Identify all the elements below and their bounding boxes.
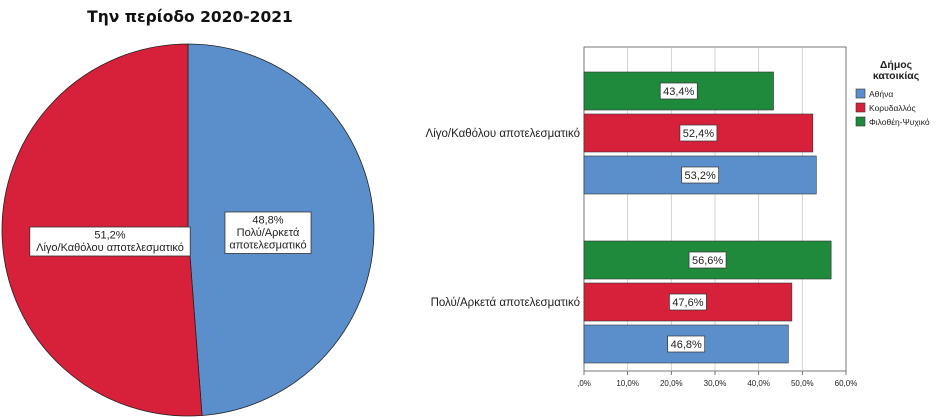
pie-slice-label: αποτελεσματικό bbox=[229, 239, 306, 251]
bar-label-box bbox=[679, 124, 718, 142]
legend-label: Αθήνα bbox=[869, 89, 893, 99]
category-label: Πολύ/Αρκετά αποτελεσματικό bbox=[431, 297, 580, 309]
bar-label-box bbox=[688, 251, 727, 269]
bar-data-label: 47,6% bbox=[672, 297, 703, 309]
legend-swatch bbox=[855, 116, 866, 127]
x-tick-label: ,0% bbox=[577, 379, 591, 388]
legend-title: κατοικίας bbox=[873, 70, 920, 82]
bar-label-box bbox=[681, 166, 720, 184]
bar-data-label: 52,4% bbox=[683, 128, 714, 140]
x-tick-label: 60,0% bbox=[835, 379, 858, 388]
pie-chart-title: Την περίοδο 2020-2021 bbox=[87, 8, 293, 26]
bar-data-label: 43,4% bbox=[663, 86, 694, 98]
pie-slice-label: Πολύ/Αρκετά bbox=[237, 227, 300, 239]
pie-slice-label: 48,8% bbox=[252, 214, 283, 226]
bar-label-box bbox=[667, 335, 706, 353]
x-tick-label: 20,0% bbox=[660, 379, 683, 388]
legend-swatch bbox=[855, 88, 866, 99]
label-box bbox=[29, 226, 191, 257]
x-tick-label: 40,0% bbox=[747, 379, 770, 388]
label-box bbox=[224, 211, 312, 254]
bar-data-label: 53,2% bbox=[685, 170, 716, 182]
legend-swatch bbox=[855, 102, 866, 113]
x-tick-label: 10,0% bbox=[616, 379, 639, 388]
category-label: Λίγο/Καθόλου αποτελεσματικό bbox=[426, 128, 580, 140]
bar-label-box bbox=[659, 82, 698, 100]
bar-data-label: 46,8% bbox=[671, 339, 702, 351]
bar-data-label: 56,6% bbox=[692, 255, 723, 267]
legend-title: Δήμος bbox=[880, 59, 913, 71]
x-tick-label: 50,0% bbox=[791, 379, 814, 388]
bar-label-box bbox=[669, 293, 707, 311]
pie-slice-label: 51,2% bbox=[94, 229, 125, 241]
legend-label: Φιλοθέη-Ψυχικό bbox=[869, 117, 930, 127]
x-tick-label: 30,0% bbox=[704, 379, 727, 388]
pie-slice-label: Λίγο/Καθόλου αποτελεσματικό bbox=[36, 242, 184, 254]
legend-label: Κορυδαλλός bbox=[869, 103, 916, 113]
bar-chart: ,0% 10,0% 20,0% 30,0% 40,0% 50,0% 60,0% 43,4% 52… bbox=[426, 46, 858, 388]
